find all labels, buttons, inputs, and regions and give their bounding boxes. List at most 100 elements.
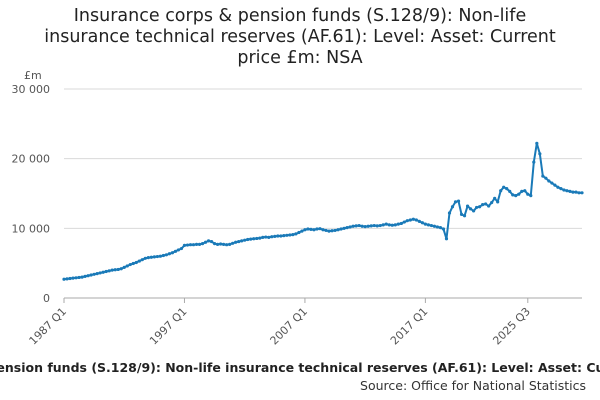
data-point: [303, 228, 307, 232]
data-point: [535, 141, 539, 145]
data-point: [68, 276, 72, 281]
chart-title-line-1: Insurance corps & pension funds (S.128/9…: [73, 6, 527, 26]
data-point: [559, 187, 563, 191]
data-point: [544, 176, 548, 180]
y-tick-label: 20 000: [12, 153, 51, 166]
data-point: [152, 255, 156, 259]
data-point: [324, 228, 328, 233]
y-axis-label: £m: [24, 69, 42, 82]
x-tick-label: 1987 Q1: [27, 305, 70, 348]
data-point: [574, 190, 578, 194]
data-point: [98, 271, 102, 275]
data-point: [550, 181, 554, 185]
data-point: [474, 205, 479, 210]
data-point: [571, 190, 575, 194]
data-point: [478, 205, 482, 209]
data-point: [228, 242, 232, 246]
data-point: [345, 226, 349, 230]
data-point: [481, 203, 485, 207]
data-point: [499, 189, 503, 193]
data-point: [225, 243, 229, 247]
data-point: [532, 160, 536, 164]
data-point: [300, 229, 304, 233]
data-point: [80, 275, 84, 279]
data-point: [170, 251, 175, 255]
data-point: [354, 224, 358, 228]
y-axis-ticks: 0 10 000 20 000 30 000: [12, 83, 51, 305]
data-point: [77, 275, 81, 280]
data-point: [131, 261, 135, 266]
data-point: [182, 243, 187, 247]
line-chart: £m 0 10 000 20 000 30 000 1987 Q1 1997 Q1 200…: [12, 69, 584, 348]
data-point: [203, 240, 208, 244]
data-point: [366, 224, 370, 228]
data-point: [342, 226, 346, 230]
data-point: [462, 214, 467, 218]
data-point: [315, 227, 319, 231]
data-point: [327, 229, 331, 233]
data-point: [318, 227, 322, 231]
data-point: [140, 258, 144, 262]
data-point: [538, 152, 542, 156]
data-point: [526, 192, 530, 196]
data-point: [517, 192, 521, 196]
data-point: [267, 235, 271, 239]
data-point: [149, 255, 153, 259]
data-point: [369, 224, 373, 228]
chart-footer: Insurance corps & pension funds (S.128/9…: [0, 360, 600, 378]
data-point: [104, 269, 108, 274]
data-point: [520, 189, 524, 194]
data-point: [185, 243, 190, 247]
data-point: [357, 223, 361, 228]
data-point: [261, 235, 265, 239]
data-point: [333, 228, 337, 233]
data-point: [279, 234, 283, 238]
data-point: [116, 267, 120, 272]
data-point: [493, 196, 497, 200]
data-point: [110, 268, 114, 272]
data-point: [294, 232, 298, 236]
data-point: [447, 211, 452, 215]
data-point: [393, 223, 397, 227]
data-point: [155, 254, 159, 259]
data-point: [330, 229, 334, 233]
data-point: [577, 191, 581, 195]
data-point: [74, 276, 78, 280]
source-note: Source: Office for National Statistics: [360, 378, 586, 393]
data-point: [568, 189, 572, 194]
data-point: [375, 224, 379, 228]
y-tick-label: 0: [43, 292, 50, 305]
data-point: [252, 237, 256, 241]
data-point: [523, 189, 527, 193]
data-point: [71, 276, 75, 280]
data-point: [553, 183, 557, 187]
data-point: [381, 223, 385, 227]
data-point: [420, 221, 424, 225]
data-point: [219, 242, 223, 246]
data-point: [270, 235, 274, 239]
data-point: [556, 185, 560, 189]
data-point: [402, 220, 406, 224]
data-point: [321, 228, 325, 232]
data-point: [194, 242, 199, 246]
data-point: [408, 218, 412, 222]
data-point: [246, 237, 250, 242]
data-point: [197, 242, 202, 246]
chart-title: Insurance corps & pension funds (S.128/9…: [20, 6, 580, 69]
data-point: [240, 239, 244, 243]
data-point: [291, 233, 295, 237]
y-axis-label-group: £m: [24, 69, 42, 82]
data-point: [426, 223, 431, 227]
data-point: [423, 222, 427, 226]
data-point: [137, 259, 141, 263]
data-point: [86, 274, 90, 278]
data-point: [282, 234, 286, 238]
data-point: [487, 204, 491, 208]
x-tick-label: 2025 Q3: [490, 305, 533, 348]
data-point: [468, 207, 473, 211]
data-point: [288, 233, 292, 237]
data-point: [565, 189, 569, 193]
data-point: [444, 237, 449, 241]
data-point: [209, 239, 214, 244]
data-point: [164, 253, 168, 257]
